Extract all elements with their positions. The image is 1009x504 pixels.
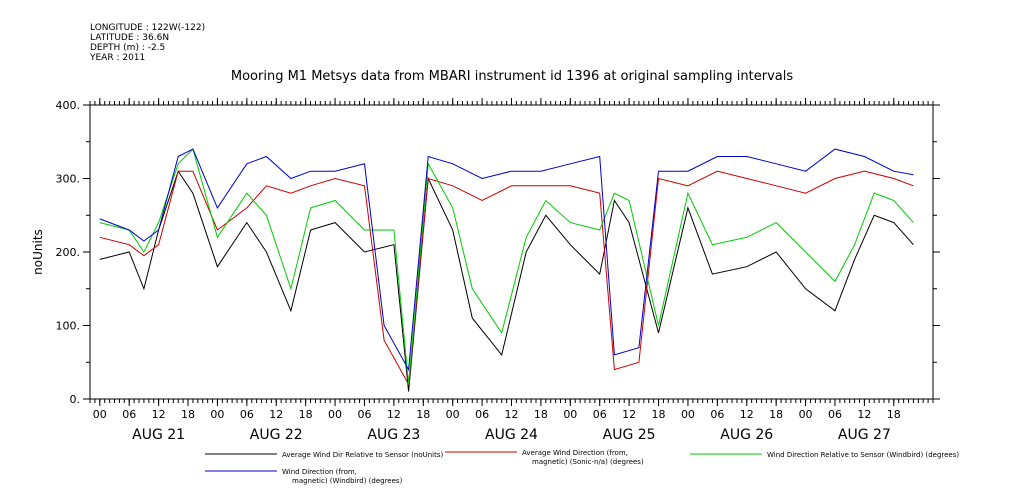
y-tick-label: 300. bbox=[56, 173, 81, 186]
day-label: AUG 23 bbox=[367, 427, 420, 443]
x-tick-label: 12 bbox=[152, 408, 166, 421]
x-tick-label: 00 bbox=[681, 408, 695, 421]
plot-frame bbox=[89, 104, 934, 400]
x-tick-label: 18 bbox=[652, 408, 666, 421]
day-label: AUG 25 bbox=[603, 427, 656, 443]
y-axis-label: noUnits bbox=[31, 229, 45, 275]
year-label: YEAR : 2011 bbox=[89, 53, 145, 63]
x-tick-label: 18 bbox=[769, 408, 783, 421]
day-label: AUG 24 bbox=[485, 427, 538, 443]
x-tick-label: 06 bbox=[240, 408, 254, 421]
x-tick-label: 18 bbox=[416, 408, 430, 421]
latitude-label: LATITUDE : 36.6N bbox=[90, 33, 169, 43]
x-tick-label: 00 bbox=[328, 408, 342, 421]
x-tick-label: 12 bbox=[740, 408, 754, 421]
series-line-3 bbox=[99, 148, 914, 385]
x-tick-label: 12 bbox=[622, 408, 636, 421]
x-tick-label: 18 bbox=[299, 408, 313, 421]
x-tick-label: 06 bbox=[475, 408, 489, 421]
axes: 0. 100. 200. 300. 400. 00 06 12 18 00 06 12 18 00 06 12… bbox=[56, 98, 940, 443]
x-tick-label: 06 bbox=[828, 408, 842, 421]
x-tick-label: 06 bbox=[593, 408, 607, 421]
x-tick-label: 18 bbox=[887, 408, 901, 421]
series-line-1 bbox=[99, 170, 914, 392]
legend-label-2: magnetic) (Sonic-n/a) (degrees) bbox=[532, 458, 644, 466]
legend-label-3: Wind Direction Relative to Sensor (Windb… bbox=[767, 451, 959, 459]
depth-label: DEPTH (m) : -2.5 bbox=[90, 43, 165, 53]
longitude-label: LONGITUDE : 122W(-122) bbox=[90, 23, 205, 33]
plot-area bbox=[99, 148, 914, 392]
x-tick-label: 12 bbox=[505, 408, 519, 421]
x-tick-label: 00 bbox=[446, 408, 460, 421]
x-tick-label: 18 bbox=[181, 408, 195, 421]
x-tick-label: 12 bbox=[857, 408, 871, 421]
legend-label-4: magnetic) (Windbird) (degrees) bbox=[292, 477, 403, 485]
x-tick-label: 12 bbox=[387, 408, 401, 421]
x-tick-label: 00 bbox=[93, 408, 107, 421]
x-tick-label: 06 bbox=[357, 408, 371, 421]
series-line-4 bbox=[99, 148, 914, 372]
day-label: AUG 21 bbox=[132, 427, 185, 443]
x-tick-label: 06 bbox=[122, 408, 136, 421]
x-tick-label: 12 bbox=[269, 408, 283, 421]
legend-label-4: Wind Direction (from, bbox=[282, 468, 357, 476]
x-tick-label: 06 bbox=[710, 408, 724, 421]
y-tick-label: 0. bbox=[70, 393, 81, 406]
legend-label-2: Average Wind Direction (from, bbox=[522, 449, 628, 457]
legend-label-1: Average Wind Dir Relative to Sensor (noU… bbox=[282, 451, 443, 459]
y-tick-label: 400. bbox=[56, 99, 81, 112]
x-tick-label: 00 bbox=[799, 408, 813, 421]
day-label: AUG 22 bbox=[250, 427, 303, 443]
day-label: AUG 26 bbox=[720, 427, 773, 443]
x-tick-label: 00 bbox=[210, 408, 224, 421]
x-tick-label: 00 bbox=[563, 408, 577, 421]
chart-title: Mooring M1 Metsys data from MBARI instru… bbox=[231, 69, 793, 84]
day-label: AUG 27 bbox=[838, 427, 891, 443]
series-line-2 bbox=[99, 170, 914, 386]
y-tick-label: 200. bbox=[56, 246, 81, 259]
y-tick-label: 100. bbox=[56, 320, 81, 333]
legend: Average Wind Dir Relative to Sensor (noU… bbox=[205, 449, 959, 485]
x-tick-label: 18 bbox=[534, 408, 548, 421]
